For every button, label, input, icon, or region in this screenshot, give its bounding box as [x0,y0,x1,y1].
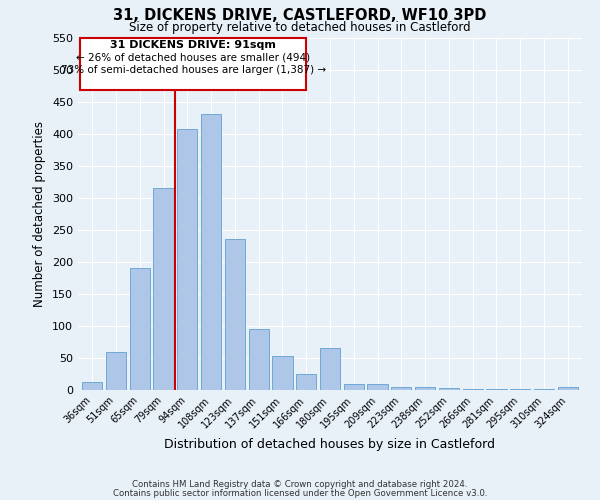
Y-axis label: Number of detached properties: Number of detached properties [34,120,46,306]
Bar [463,388,483,390]
Bar [557,387,578,390]
FancyBboxPatch shape [80,38,306,90]
Bar [201,114,221,390]
Bar [272,356,293,390]
Bar [106,352,126,390]
Bar [344,384,364,390]
Bar [367,384,388,390]
Bar [534,388,554,390]
Text: 73% of semi-detached houses are larger (1,387) →: 73% of semi-detached houses are larger (… [61,64,326,74]
Bar [320,348,340,390]
Text: Contains public sector information licensed under the Open Government Licence v3: Contains public sector information licen… [113,488,487,498]
Bar [248,329,269,390]
Text: Size of property relative to detached houses in Castleford: Size of property relative to detached ho… [129,21,471,34]
Bar [391,387,412,390]
Text: Contains HM Land Registry data © Crown copyright and database right 2024.: Contains HM Land Registry data © Crown c… [132,480,468,489]
Bar [439,388,459,390]
X-axis label: Distribution of detached houses by size in Castleford: Distribution of detached houses by size … [164,438,496,451]
Bar [510,388,530,390]
Bar [130,268,150,390]
Bar [154,188,173,390]
Text: ← 26% of detached houses are smaller (494): ← 26% of detached houses are smaller (49… [76,52,310,62]
Text: 31, DICKENS DRIVE, CASTLEFORD, WF10 3PD: 31, DICKENS DRIVE, CASTLEFORD, WF10 3PD [113,8,487,22]
Text: 31 DICKENS DRIVE: 91sqm: 31 DICKENS DRIVE: 91sqm [110,40,276,50]
Bar [177,129,197,390]
Bar [487,388,506,390]
Bar [415,387,435,390]
Bar [82,382,103,390]
Bar [225,240,245,390]
Bar [296,374,316,390]
